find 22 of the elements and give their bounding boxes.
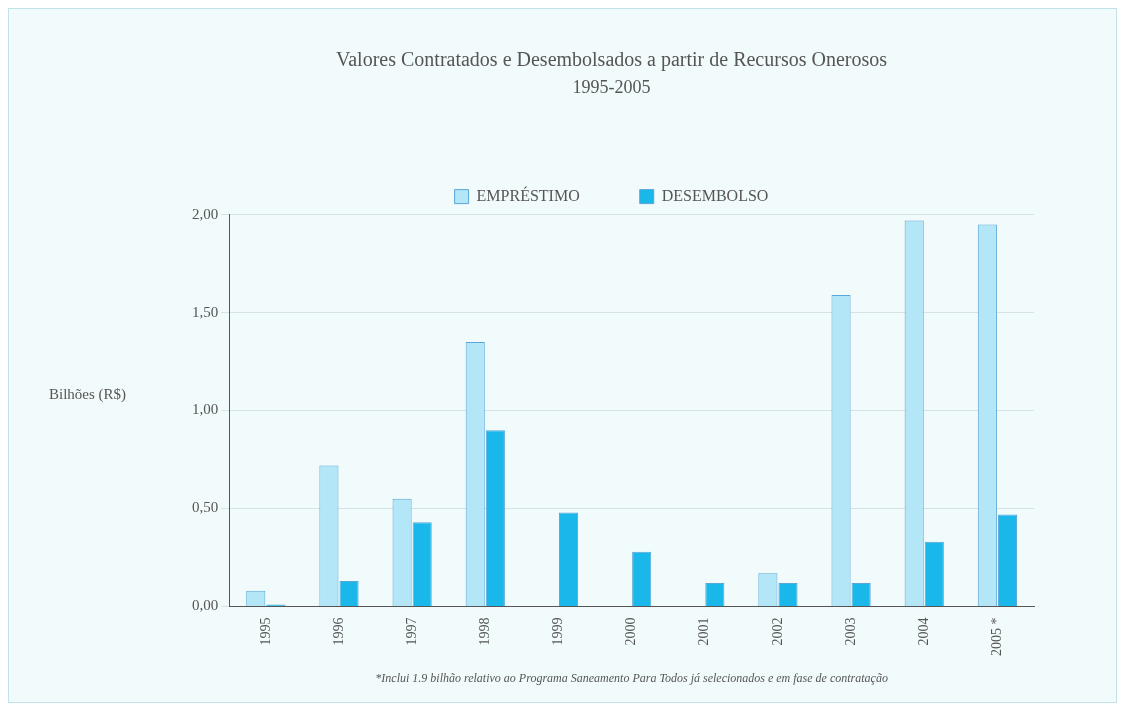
x-tick-label: 2004: [915, 617, 931, 646]
x-tick-label: 2000: [623, 617, 639, 646]
y-tick-label: 0,50: [192, 499, 219, 516]
x-tick-label: 2005 *: [989, 617, 1005, 656]
x-tick-label: 1999: [550, 617, 566, 646]
chart-title: Valores Contratados e Desembolsados a partir de Recursos Onerosos: [336, 48, 888, 72]
x-tick-label: 1998: [476, 617, 492, 646]
y-tick-label: 1,00: [192, 401, 219, 418]
x-tick-label: 2003: [842, 617, 858, 646]
x-tick-label: 1997: [403, 617, 419, 646]
x-tick-label: 1996: [330, 617, 346, 646]
legend-label: DESEMBOLSO: [661, 186, 769, 204]
y-axis-title: Bilhões (R$): [49, 386, 127, 404]
x-tick-label: 1995: [257, 617, 273, 646]
text: *Inclui 1.9 bilhão relativo ao Programa Saneamento Para Todos já selecionados e em fase de contratação: [375, 671, 888, 686]
x-tick-label: 2001: [696, 617, 712, 646]
x-tick-label: 2002: [769, 617, 785, 646]
chart-subtitle: 1995-2005: [572, 76, 651, 97]
y-tick-label: 0,00: [192, 597, 219, 614]
y-tick-label: 2,00: [192, 205, 219, 222]
y-tick-label: 1,50: [192, 303, 219, 320]
legend-label: EMPRÉSTIMO: [476, 185, 580, 204]
